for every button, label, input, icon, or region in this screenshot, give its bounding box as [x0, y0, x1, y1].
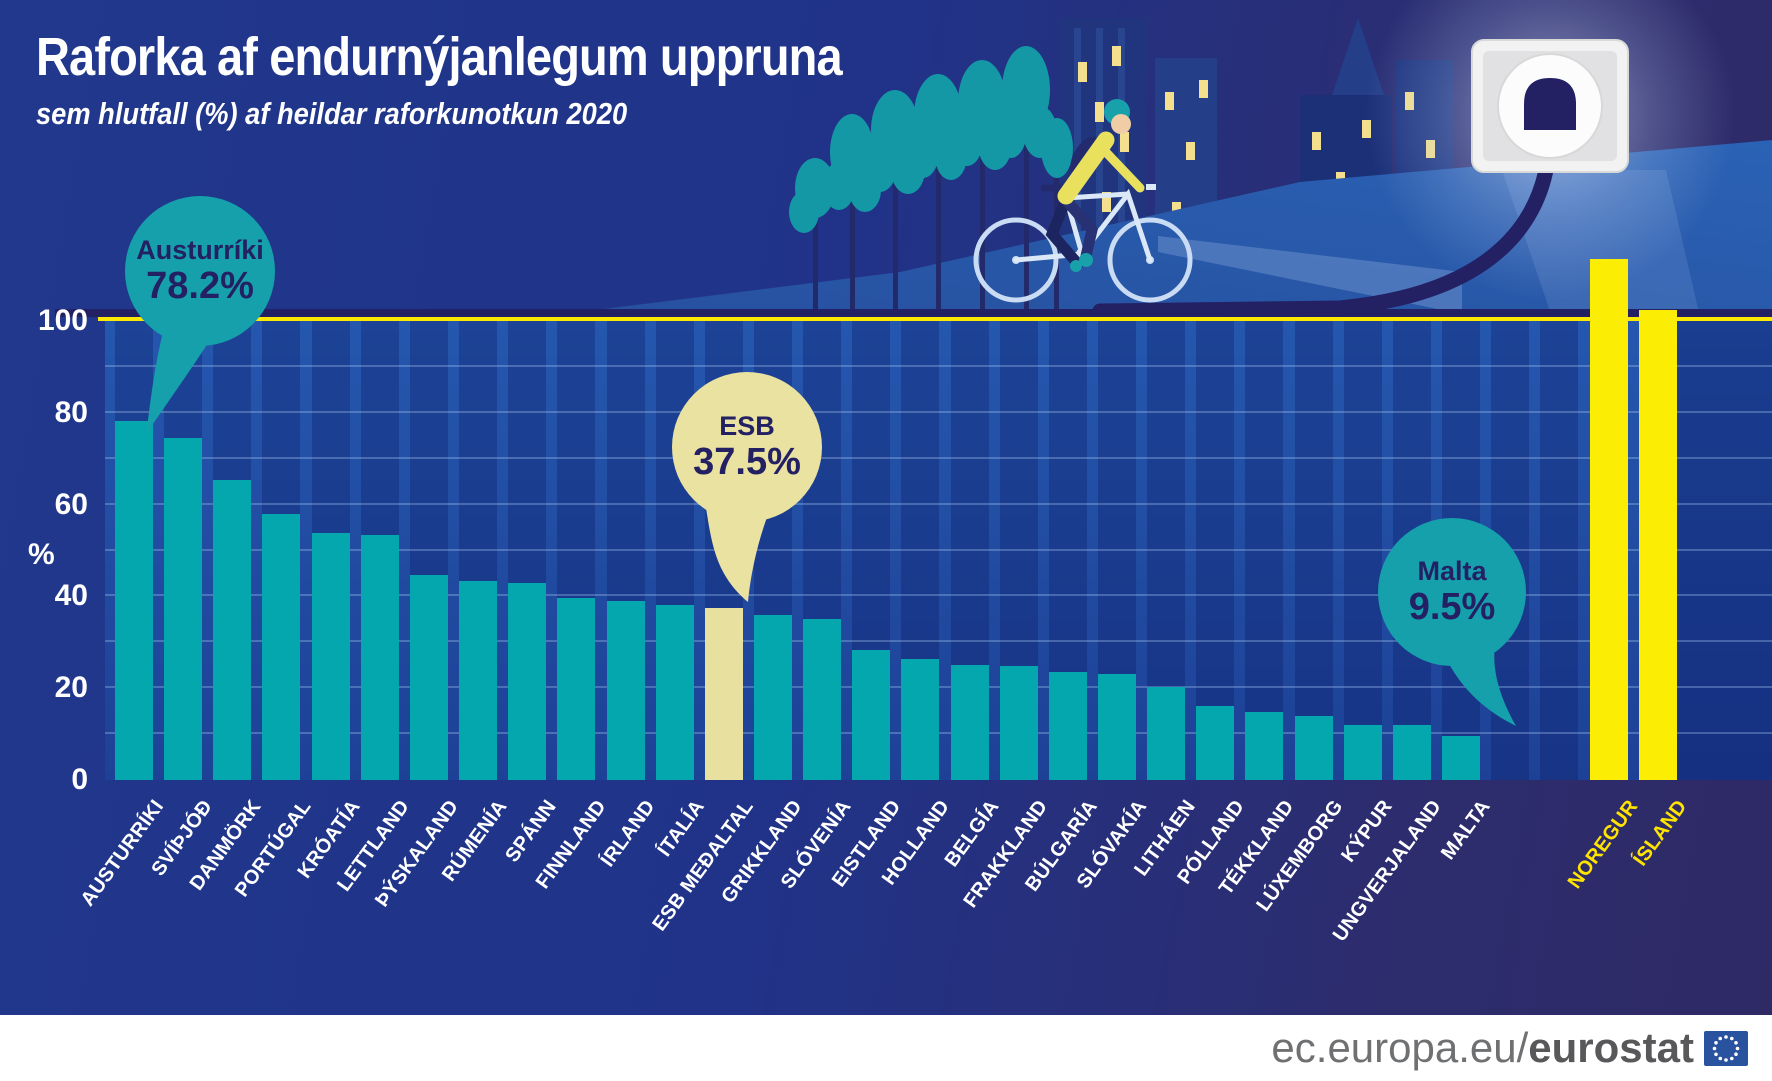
column-band — [1540, 321, 1579, 780]
gridline-20 — [105, 686, 1772, 689]
column-band — [409, 321, 448, 780]
column-band — [115, 321, 153, 780]
gridline-60 — [105, 502, 1772, 505]
column-band — [262, 321, 301, 780]
header: Raforka af endurnýjanlegum uppruna sem h… — [36, 26, 962, 132]
page-subtitle: sem hlutfall (%) af heildar raforkunotku… — [36, 96, 628, 131]
callout-austria: Austurríki 78.2% — [125, 196, 275, 346]
callout-austria-label: Austurríki — [136, 234, 264, 265]
column-band — [655, 321, 694, 780]
footer-bar: ec.europa.eu/eurostat — [0, 1015, 1772, 1081]
y-tick-80: 80 — [54, 395, 88, 429]
gridline-30 — [105, 640, 1772, 643]
y-axis-unit-label: % — [28, 538, 55, 571]
column-band — [1343, 321, 1382, 780]
callout-austria-value: 78.2% — [146, 264, 254, 307]
column-band — [1196, 321, 1235, 780]
column-band — [901, 321, 940, 780]
trees-icon — [789, 46, 1073, 310]
column-band — [1245, 321, 1284, 780]
y-tick-20: 20 — [54, 671, 88, 705]
y-tick-100: 100 — [37, 304, 88, 337]
power-socket-icon — [1471, 39, 1629, 173]
road-line — [55, 309, 1772, 317]
column-band — [852, 321, 891, 780]
socket-light-beam — [1502, 170, 1700, 317]
callout-eu-average-value: 37.5% — [693, 440, 801, 483]
gridline-90 — [105, 364, 1772, 367]
column-band — [1098, 321, 1136, 780]
page-title: Raforka af endurnýjanlegum uppruna — [36, 27, 843, 87]
hundred-percent-line — [98, 317, 1772, 321]
column-band — [1294, 321, 1333, 780]
callout-eu-average-label: ESB — [719, 410, 775, 441]
column-band — [213, 321, 252, 780]
column-band — [360, 321, 399, 780]
column-band — [1638, 321, 1677, 780]
callout-malta-value: 9.5% — [1408, 585, 1496, 628]
column-band — [1048, 321, 1087, 780]
column-band — [508, 321, 547, 780]
column-band — [1589, 321, 1628, 780]
column-band — [606, 321, 645, 780]
column-band — [557, 321, 596, 780]
column-band — [803, 321, 842, 780]
footer-brand: eurostat — [1528, 1024, 1694, 1071]
plot-area — [105, 321, 1772, 780]
gridline-40 — [105, 594, 1772, 597]
callout-malta: Malta 9.5% — [1378, 518, 1526, 666]
column-band — [459, 321, 498, 780]
gridline-70 — [105, 456, 1772, 459]
plot-right-shade — [1677, 321, 1772, 780]
gridline-10 — [105, 732, 1772, 735]
callout-eu-average: ESB 37.5% — [672, 372, 822, 522]
column-band — [1147, 321, 1186, 780]
y-tick-40: 40 — [54, 579, 88, 613]
footer-url: ec.europa.eu/ — [1271, 1024, 1529, 1071]
gridline-80 — [105, 410, 1772, 413]
cyclist-icon — [973, 99, 1193, 303]
column-band — [950, 321, 989, 780]
column-band — [999, 321, 1038, 780]
y-tick-0: 0 — [71, 763, 88, 796]
column-band — [311, 321, 350, 780]
eu-flag-icon — [1704, 1030, 1748, 1066]
y-tick-60: 60 — [54, 487, 88, 521]
gridline-50 — [105, 548, 1772, 551]
callout-malta-label: Malta — [1417, 555, 1487, 586]
column-band — [164, 321, 203, 780]
